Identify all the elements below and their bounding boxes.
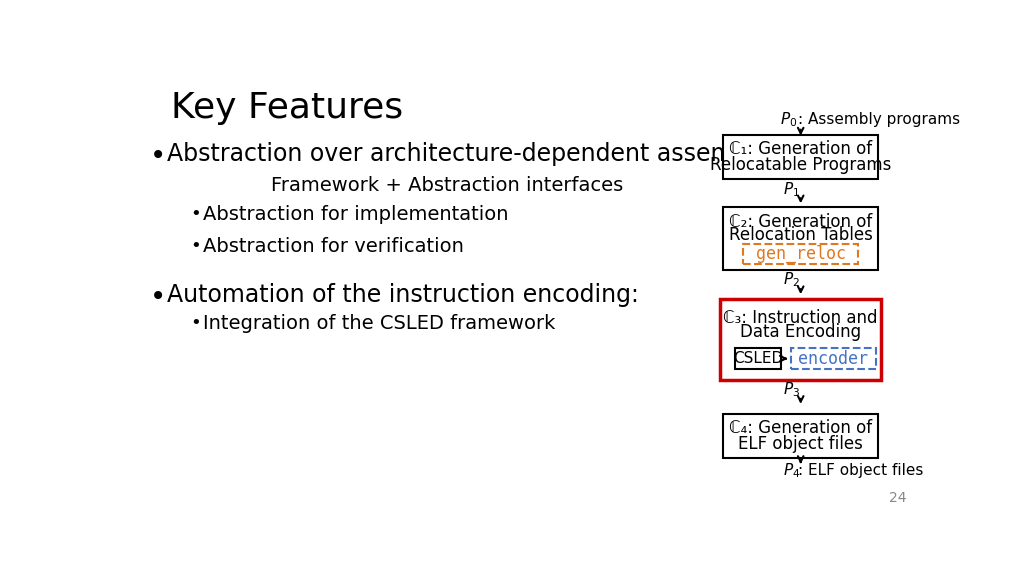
Text: $P_0$: $P_0$ [779,111,797,129]
Text: Data Encoding: Data Encoding [740,323,861,340]
Text: Relocatable Programs: Relocatable Programs [710,156,891,173]
Text: ℂ₃: Instruction and: ℂ₃: Instruction and [723,309,878,327]
FancyBboxPatch shape [723,135,879,179]
Text: CSLED: CSLED [733,351,783,366]
Text: $P_2$: $P_2$ [783,271,800,290]
Text: Key Features: Key Features [171,90,402,124]
Text: : ELF object files: : ELF object files [798,463,923,478]
Text: ℂ₁: Generation of: ℂ₁: Generation of [729,140,872,158]
Text: ℂ₂: Generation of: ℂ₂: Generation of [729,213,872,230]
Text: Automation of the instruction encoding:: Automation of the instruction encoding: [167,283,639,307]
Text: : Assembly programs: : Assembly programs [798,112,959,127]
Text: $P_3$: $P_3$ [783,381,800,399]
Text: 24: 24 [890,491,907,505]
FancyBboxPatch shape [743,244,858,264]
FancyBboxPatch shape [791,348,876,369]
Text: ELF object files: ELF object files [738,435,863,453]
Text: Integration of the CSLED framework: Integration of the CSLED framework [203,314,556,333]
Text: gen_reloc: gen_reloc [756,245,846,263]
Text: encoder: encoder [799,350,868,367]
Text: $P_1$: $P_1$ [783,180,800,199]
Text: •: • [150,283,166,311]
Text: Framework + Abstraction interfaces: Framework + Abstraction interfaces [271,176,624,195]
FancyBboxPatch shape [723,207,879,270]
Text: •: • [190,314,201,332]
FancyBboxPatch shape [720,299,882,380]
Text: Abstraction over architecture-dependent assembly:: Abstraction over architecture-dependent … [167,142,775,165]
FancyBboxPatch shape [723,414,879,458]
Text: Abstraction for verification: Abstraction for verification [203,237,464,256]
Text: Abstraction for implementation: Abstraction for implementation [203,204,509,223]
Text: •: • [150,142,166,169]
Text: $P_4$: $P_4$ [782,461,800,480]
Text: Relocation Tables: Relocation Tables [729,226,872,244]
Text: ℂ₄: Generation of: ℂ₄: Generation of [729,419,872,437]
Text: •: • [190,237,201,255]
Text: •: • [190,204,201,223]
FancyBboxPatch shape [735,348,781,369]
